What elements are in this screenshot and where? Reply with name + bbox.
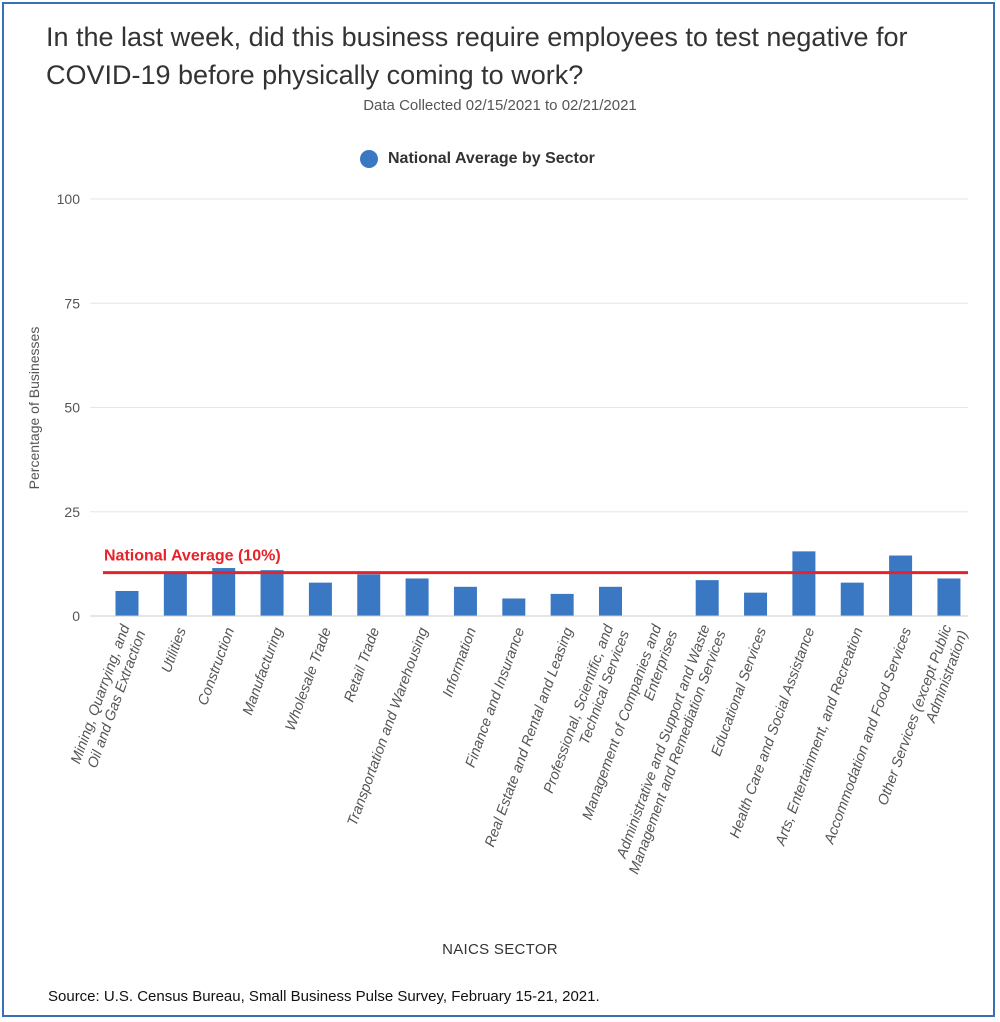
x-axis-title: NAICS SECTOR	[442, 941, 558, 958]
y-tick-label: 0	[72, 608, 80, 624]
bar	[308, 582, 332, 616]
bar	[937, 578, 961, 616]
x-tick-label: Mining, Quarrying, andOil and Gas Extrac…	[68, 622, 149, 772]
y-tick-label: 25	[64, 504, 80, 520]
bar	[550, 593, 574, 616]
bar	[792, 551, 816, 616]
x-tick-label: Other Services (except PublicAdministrat…	[875, 622, 972, 813]
legend-marker	[360, 150, 378, 168]
y-tick-label: 50	[64, 400, 80, 416]
bar	[744, 592, 768, 616]
bar	[840, 582, 864, 616]
y-tick-label: 100	[57, 191, 81, 207]
y-axis-title: Percentage of Businesses	[26, 327, 42, 490]
bar	[502, 598, 526, 616]
bar	[357, 574, 381, 616]
bar	[405, 578, 429, 616]
x-tick-label: Health Care and Social Assistance	[727, 626, 818, 841]
bar	[163, 572, 187, 616]
x-tick-label: Wholesale Trade	[283, 626, 335, 733]
x-tick-label: Retail Trade	[342, 626, 384, 705]
bar	[115, 590, 139, 616]
legend-label: National Average by Sector	[388, 150, 595, 167]
bar	[212, 568, 236, 616]
x-tick-label: Utilities	[159, 626, 190, 675]
bar	[599, 586, 622, 616]
x-tick-label: Information	[440, 626, 480, 700]
bar	[695, 580, 719, 616]
source-note: Source: U.S. Census Bureau, Small Busine…	[48, 988, 600, 1005]
x-tick-label: Construction	[195, 626, 238, 708]
national-average-label: National Average (10%)	[104, 548, 281, 565]
bar	[260, 570, 284, 616]
x-tick-label: Arts, Entertainment, and Recreation	[772, 626, 866, 849]
x-tick-label: Manufacturing	[240, 626, 286, 718]
legend[interactable]: National Average by Sector	[360, 150, 595, 168]
y-tick-label: 75	[64, 295, 80, 311]
chart-subtitle: Data Collected 02/15/2021 to 02/21/2021	[363, 97, 637, 114]
bar	[889, 555, 913, 616]
chart-title: In the last week, did this business requ…	[46, 22, 908, 90]
bar	[453, 586, 477, 616]
